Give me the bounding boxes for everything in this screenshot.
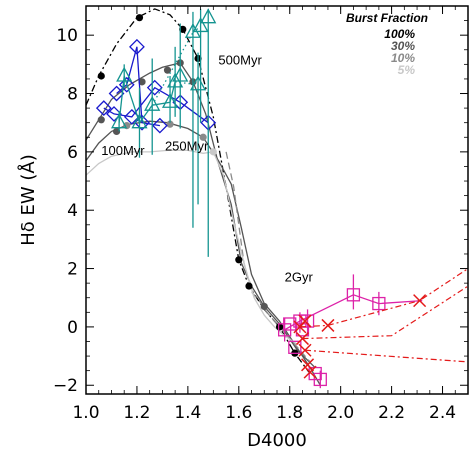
square-point (288, 340, 302, 354)
cross-point (303, 365, 317, 379)
track-age-marker (112, 127, 121, 136)
diamond-point (134, 114, 150, 131)
diamond-point (108, 85, 125, 102)
triangle-point (144, 95, 161, 111)
x-tick-label: 1.6 (225, 403, 252, 423)
triangle-point (189, 75, 207, 91)
track-age-marker (97, 72, 105, 80)
data-series (95, 8, 469, 389)
x-tick-label: 1.0 (72, 403, 99, 423)
series-dotted-line (192, 25, 201, 33)
square-point (300, 314, 315, 328)
track-age-marker (166, 120, 174, 128)
triangle-point (167, 72, 184, 88)
age-annotation: 100Myr (101, 143, 145, 158)
model-track-line (85, 8, 311, 374)
series-dashdot-line (299, 268, 469, 328)
legend-entry: 10% (391, 51, 415, 65)
x-tick-label: 1.8 (276, 403, 303, 423)
cross-point (301, 358, 315, 372)
age-annotation: 2Gyr (285, 270, 314, 285)
x-tick-label: 1.4 (174, 403, 201, 423)
y-tick-label: −2 (53, 376, 78, 396)
triangle-point (172, 66, 189, 82)
triangle-point (184, 22, 202, 38)
diamond-point (129, 38, 145, 55)
age-annotation: 250Myr (165, 138, 209, 153)
square-point (313, 372, 327, 387)
series-line (118, 75, 176, 125)
x-tick-label: 1.2 (123, 403, 150, 423)
x-axis-label: D4000 (247, 430, 307, 451)
age-annotation: 500Myr (218, 52, 262, 67)
model-tracks (85, 8, 321, 386)
track-age-marker (97, 116, 105, 124)
track-age-marker (260, 302, 268, 311)
y-tick-label: 2 (67, 260, 78, 280)
diamond-point (95, 100, 112, 117)
triangle-point (200, 8, 217, 24)
track-age-marker (245, 282, 253, 290)
legend-entry: 30% (391, 39, 415, 53)
track-age-marker (163, 66, 172, 74)
track-age-marker (235, 256, 243, 264)
legend-entry: 5% (398, 63, 416, 77)
model-track-line (225, 151, 311, 363)
track-age-marker (209, 148, 217, 156)
triangle-point (116, 66, 133, 82)
y-tick-label: 6 (67, 143, 78, 163)
axis-ticks: 1.0 1.2 1.4 1.6 1.8 2.0 2.2 2.4 −2 0 2 4 6 8 10 (53, 5, 469, 423)
track-age-marker (135, 14, 144, 22)
cross-point (295, 332, 309, 346)
x-tick-label: 2.0 (327, 403, 354, 423)
diamond-point (151, 117, 168, 134)
legend-entry: 100% (384, 27, 415, 41)
cross-point (413, 294, 427, 308)
square-point (346, 288, 361, 302)
cross-point (321, 318, 335, 332)
square-point (372, 296, 386, 311)
series-line (103, 86, 209, 124)
series-dashdot-line (302, 285, 469, 340)
x-tick-label: 2.4 (429, 403, 456, 423)
age-annotations: 500Myr 250Myr 100Myr 2Gyr (101, 52, 313, 284)
track-age-marker (275, 323, 284, 331)
legend: Burst Fraction 100%30%10%5% (346, 11, 428, 77)
model-track-line (85, 149, 298, 345)
diamond-point (146, 79, 163, 96)
cross-point (298, 314, 312, 328)
cross-point (298, 343, 312, 357)
series-dotted-line (151, 31, 194, 106)
y-tick-label: 4 (67, 201, 78, 221)
track-age-marker (179, 25, 187, 33)
triangle-point (111, 113, 128, 129)
triangle-point (131, 113, 148, 129)
legend-title: Burst Fraction (346, 11, 428, 25)
y-tick-label: 10 (56, 26, 78, 46)
diamond-point (118, 76, 135, 93)
model-track-line (85, 120, 321, 386)
y-axis-label: Hδ EW (Å) (17, 154, 39, 246)
square-point (283, 317, 297, 331)
series-dashdot-line (304, 349, 469, 363)
triangle-point (161, 92, 179, 108)
x-tick-label: 2.2 (378, 403, 405, 423)
y-tick-label: 8 (67, 85, 78, 105)
track-age-marker (138, 78, 146, 86)
model-track-line (85, 62, 316, 369)
track-age-marker (199, 133, 207, 141)
y-tick-label: 0 (67, 318, 78, 338)
triangle-point (192, 17, 209, 33)
